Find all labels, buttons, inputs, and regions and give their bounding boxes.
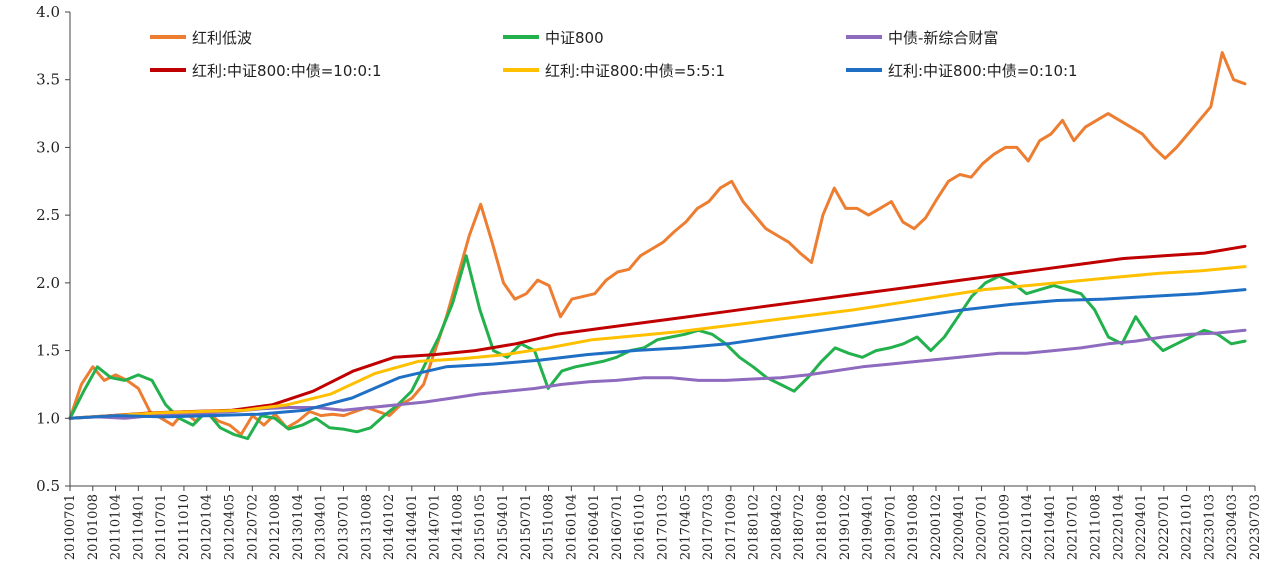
x-tick-label: 20180102 [747,494,762,560]
x-tick-label: 20150401 [496,494,511,560]
x-tick-label: 20120405 [223,494,238,560]
series-layer [68,51,1247,441]
x-tick-label: 20180402 [769,494,784,560]
x-tick-label: 20190102 [838,494,853,560]
x-tick-label: 20160104 [564,494,579,560]
x-tick-label: 20230403 [1225,494,1240,560]
x-tick-label: 20111010 [177,494,192,560]
x-tick-label: 20211008 [1088,494,1103,560]
x-tick-label: 20210701 [1066,494,1081,560]
x-tick-label: 20150105 [473,494,488,560]
x-tick-label: 20120702 [245,494,260,560]
legend-label-3: 红利:中证800:中债=10:0:1 [192,62,382,80]
x-tick-label: 20220401 [1134,494,1149,560]
legend-label-5: 红利:中证800:中债=0:10:1 [888,62,1078,80]
x-tick-label: 20101008 [86,494,101,560]
series-line-0 [68,51,1247,436]
x-tick-label: 20141008 [450,494,465,560]
x-tick-label: 20200102 [929,494,944,560]
x-tick-label: 20120104 [200,494,215,560]
x-tick-label: 20130104 [291,494,306,560]
y-tick-label: 2.5 [36,206,60,224]
x-tick-label: 20130401 [314,494,329,560]
axes: 0.5 1.0 1.5 2.0 2.5 3.0 3.5 4.0 20100701 20101008… [36,3,1263,560]
x-tick-label: 20140102 [382,494,397,560]
y-tick-label: 3.5 [36,71,60,89]
x-tick-label: 20200401 [952,494,967,560]
series-line-3 [68,244,1247,420]
x-tick-label: 20171009 [724,494,739,560]
x-tick-label: 20150701 [519,494,534,560]
x-tick-label: 20161010 [633,494,648,560]
y-tick-label: 3.0 [36,138,60,156]
x-tick-label: 20110701 [154,494,169,560]
legend-label-1: 中证800 [545,29,604,47]
series-line-4 [68,265,1247,420]
series-line-2 [68,328,1247,420]
x-tick-label: 20230703 [1248,494,1263,560]
x-tick-label: 20191008 [906,494,921,560]
x-tick-label: 20190401 [861,494,876,560]
x-tick-label: 20220104 [1111,494,1126,560]
x-tick-label: 20160401 [587,494,602,560]
x-tick-label: 20110401 [131,494,146,560]
y-tick-label: 4.0 [36,3,60,21]
x-tick-label: 20100701 [63,494,78,560]
x-tick-label: 20131008 [359,494,374,560]
y-tick-label: 1.0 [36,409,60,427]
x-tick-label: 20220701 [1157,494,1172,560]
x-tick-label: 20230103 [1202,494,1217,560]
x-tick-label: 20110104 [109,494,124,560]
x-tick-label: 20140401 [405,494,420,560]
x-tick-label: 20130701 [336,494,351,560]
series-line-1 [68,254,1247,441]
x-tick-label: 20201009 [997,494,1012,560]
y-tick-label: 0.5 [36,477,60,495]
x-tick-label: 20180702 [792,494,807,560]
x-tick-label: 20190701 [883,494,898,560]
x-tick-label: 20221010 [1180,494,1195,560]
x-tick-label: 20170103 [656,494,671,560]
legend-label-0: 红利低波 [192,29,252,47]
x-tick-label: 20200701 [975,494,990,560]
legend-label-4: 红利:中证800:中债=5:5:1 [545,62,725,80]
x-tick-label: 20170405 [678,494,693,560]
y-tick-label: 2.0 [36,274,60,292]
x-tick-label: 20121008 [268,494,283,560]
x-tick-label: 20181008 [815,494,830,560]
x-tick-label: 20210104 [1020,494,1035,560]
x-tick-label: 20151008 [542,494,557,560]
x-tick-label: 20210401 [1043,494,1058,560]
series-line-5 [68,288,1247,420]
y-tick-label: 1.5 [36,342,60,360]
x-tick-label: 20160701 [610,494,625,560]
x-tick-label: 20170703 [701,494,716,560]
legend-label-2: 中债-新综合财富 [888,29,998,47]
x-tick-label: 20140701 [428,494,443,560]
